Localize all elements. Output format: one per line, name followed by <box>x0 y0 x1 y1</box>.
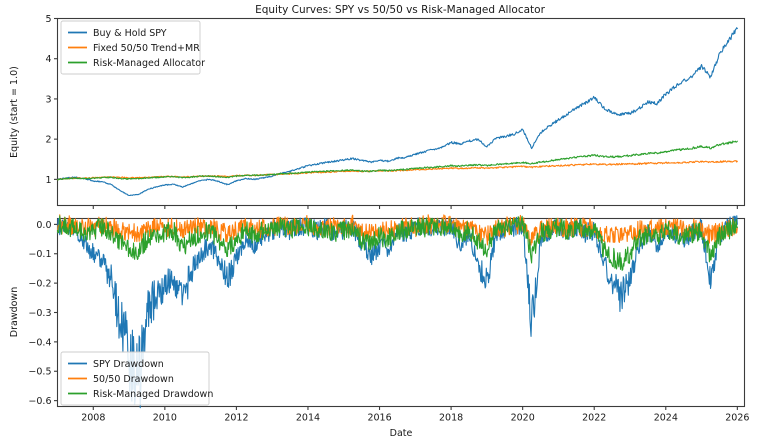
legend-label: Buy & Hold SPY <box>93 28 167 39</box>
drawdown-panel: 2008 2010 2012 2014 2016 2018 2020 2022 2024 2026… <box>9 214 749 439</box>
x-tick-label: 2024 <box>654 413 678 424</box>
x-tick-label: 2020 <box>511 413 535 424</box>
equity-legend[interactable]: Buy & Hold SPY Fixed 50/50 Trend+MR Risk-M… <box>60 20 205 75</box>
series-line <box>56 214 738 246</box>
y-tick-label: 0.0 <box>36 220 51 231</box>
x-tick-label: 2010 <box>153 413 177 424</box>
equity-y-axis-label: Equity (start = 1.0) <box>9 66 20 158</box>
y-tick-label: −0.6 <box>28 396 51 407</box>
y-tick-label: 2 <box>45 135 51 146</box>
drawdown-x-ticks: 2008 2010 2012 2014 2016 2018 2020 2022 2024 2026 <box>81 406 749 424</box>
y-tick-label: 3 <box>45 94 51 105</box>
x-tick-label: 2016 <box>367 413 391 424</box>
legend-label: Fixed 50/50 Trend+MR <box>93 43 200 54</box>
equity-x-ticks <box>92 205 738 209</box>
y-tick-label: −0.4 <box>28 337 51 348</box>
x-tick-label: 2008 <box>81 413 105 424</box>
x-tick-label: 2014 <box>296 413 320 424</box>
x-tick-label: 2018 <box>439 413 463 424</box>
x-axis-label: Date <box>390 428 413 439</box>
legend-label: 50/50 Drawdown <box>93 374 174 385</box>
legend-label: Risk-Managed Drawdown <box>93 389 213 400</box>
drawdown-y-ticks: 0.0 −0.1 −0.2 −0.3 −0.4 −0.5 −0.6 <box>28 220 58 407</box>
drawdown-legend[interactable]: SPY Drawdown 50/50 Drawdown Risk-Managed D… <box>60 351 213 406</box>
y-tick-label: 4 <box>45 54 51 65</box>
x-tick-label: 2022 <box>582 413 606 424</box>
legend-label: SPY Drawdown <box>93 359 164 370</box>
y-tick-label: 5 <box>45 14 51 25</box>
equity-plot-frame <box>56 17 746 207</box>
y-tick-label: −0.2 <box>28 279 51 290</box>
x-tick-label: 2026 <box>725 413 749 424</box>
series-line <box>56 215 738 271</box>
drawdown-series-lines <box>56 214 738 409</box>
equity-panel: 1 2 3 4 5 Equity (start = 1.0) Buy & Hold SP… <box>9 14 746 209</box>
x-tick-label: 2012 <box>224 413 248 424</box>
y-tick-label: −0.5 <box>28 367 51 378</box>
series-line <box>56 140 738 181</box>
drawdown-y-axis-label: Drawdown <box>9 287 20 337</box>
y-tick-label: −0.1 <box>28 249 51 260</box>
series-line <box>56 27 738 197</box>
equity-series-lines <box>56 27 738 197</box>
y-tick-label: 1 <box>45 175 51 186</box>
equity-y-ticks: 1 2 3 4 5 <box>45 14 58 186</box>
legend-label: Risk-Managed Allocator <box>93 58 205 69</box>
y-tick-label: −0.3 <box>28 308 51 319</box>
chart-title: Equity Curves: SPY vs 50/50 vs Risk-Mana… <box>255 4 545 16</box>
